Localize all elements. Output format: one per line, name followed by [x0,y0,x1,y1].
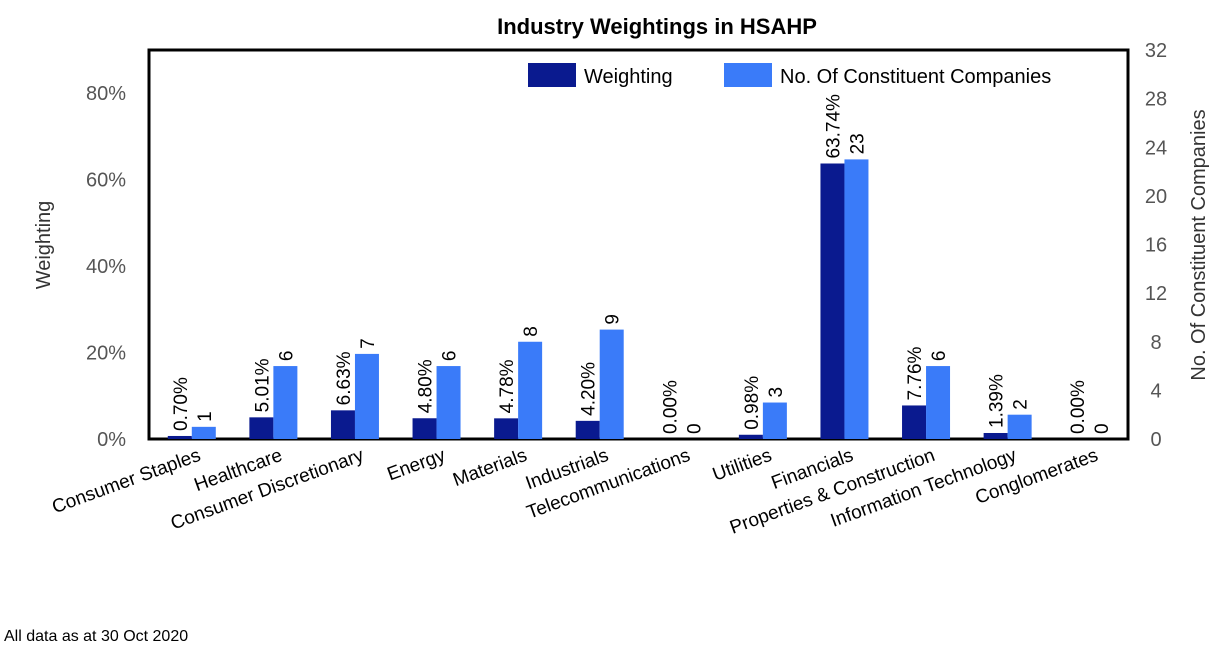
bar-companies [273,366,298,439]
y2-tick-label: 28 [1145,89,1167,111]
data-label-weighting: 7.76% [905,346,926,400]
category-label: Consumer Staples [49,445,203,518]
bar-companies [191,426,216,439]
legend-swatch-companies [724,63,772,87]
y-axis-label: Weighting [33,201,55,290]
y2-tick-label: 4 [1150,380,1161,402]
data-label-companies: 7 [358,338,379,349]
data-label-companies: 6 [440,350,461,361]
data-label-companies: 9 [603,314,624,325]
bar-weighting [820,163,845,439]
bar-companies [762,402,787,439]
y2-tick-label: 20 [1145,186,1167,208]
bar-weighting [494,418,519,439]
plot-frame [147,48,1130,441]
bar-companies [599,329,624,439]
bar-weighting [412,418,437,439]
chart-title: Industry Weightings in HSAHP [497,14,817,39]
data-label-weighting: 1.39% [987,374,1008,428]
data-label-companies: 3 [766,387,787,398]
data-label-companies: 2 [1011,399,1032,410]
data-label-companies: 6 [276,350,297,361]
y-tick-label: 20% [86,343,126,365]
y2-tick-label: 16 [1145,235,1167,257]
bar-companies [1007,414,1032,439]
data-label-companies: 0 [1092,423,1113,434]
right-axis: 0 4 8 12 16 20 24 28 32 [1145,40,1167,451]
y-tick-label: 60% [86,170,126,192]
bar-companies [436,366,461,439]
category-label: Utilities [710,445,775,486]
data-label-weighting: 5.01% [252,358,273,412]
bar-weighting [902,405,927,439]
legend-label-companies: No. Of Constituent Companies [780,66,1051,88]
category-label: Materials [450,445,530,491]
data-labels: 0.70% 15.01%6 6.63%74.80%64.78%84.20%90.00… [171,94,1113,434]
legend-label-weighting: Weighting [584,66,673,88]
data-label-companies: 0 [684,423,705,434]
legend: Weighting No. Of Constituent Companies [528,63,1051,88]
y-tick-label: 0% [97,429,126,451]
data-label-companies: 6 [929,350,950,361]
bar-weighting [983,432,1008,439]
data-date-note: All data as at 30 Oct 2020 [4,628,189,645]
y2-tick-label: 8 [1150,332,1161,354]
data-label-companies: 23 [847,133,868,154]
data-label-weighting: 4.78% [497,359,518,413]
bar-companies [926,366,951,439]
bar-companies [518,341,543,439]
y2-tick-label: 24 [1145,137,1167,159]
y2-axis-label: No. Of Constituent Companies [1188,109,1210,380]
bar-weighting [738,434,763,439]
bar-companies [844,159,869,439]
left-axis: 0% 20% 40% 60% 80% [86,83,126,451]
bar-weighting [575,420,600,439]
data-label-weighting: 4.20% [579,362,600,416]
data-label-weighting: 0.70% [171,377,192,431]
bar-weighting [167,435,192,439]
data-label-weighting: 0.98% [742,376,763,430]
data-label-companies: 8 [521,326,542,337]
y-tick-label: 80% [86,83,126,105]
bar-companies [354,353,379,439]
data-label-weighting: 6.63% [334,351,355,405]
bar-weighting [330,410,355,439]
y2-tick-label: 32 [1145,40,1167,62]
data-label-weighting: 63.74% [823,94,844,159]
y2-tick-label: 12 [1145,283,1167,305]
data-label-weighting: 0.00% [660,380,681,434]
data-label-companies: 1 [195,411,216,422]
data-label-weighting: 4.80% [416,359,437,413]
legend-swatch-weighting [528,63,576,87]
bars [167,159,1032,439]
bar-weighting [249,417,274,439]
data-label-weighting: 0.00% [1068,380,1089,434]
y-tick-label: 40% [86,256,126,278]
y2-tick-label: 0 [1150,429,1161,451]
category-label: Energy [384,445,448,485]
